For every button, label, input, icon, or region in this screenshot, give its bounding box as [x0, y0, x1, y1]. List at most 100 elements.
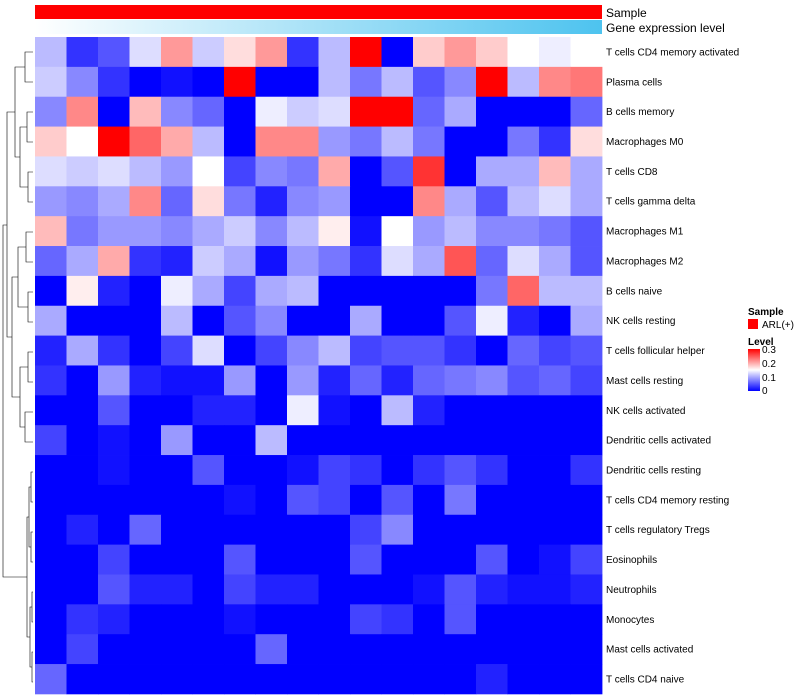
heatmap-cell [570, 425, 603, 456]
heatmap-cell [476, 544, 508, 575]
heatmap-cell [129, 365, 162, 396]
heatmap-cell [539, 365, 571, 396]
heatmap-cell [539, 425, 571, 456]
heatmap-cell [287, 514, 319, 546]
heatmap-cell [413, 96, 445, 127]
heatmap-cell [129, 664, 162, 695]
heatmap-cell [192, 484, 225, 516]
heatmap-cell [444, 246, 477, 277]
heatmap-cell [98, 305, 130, 336]
heatmap-cell [381, 455, 414, 486]
heatmap-cell [444, 544, 477, 575]
heatmap-cell [507, 514, 540, 546]
heatmap-cell [66, 604, 99, 635]
heatmap-cell [507, 395, 540, 426]
heatmap-cell [161, 186, 193, 217]
heatmap-cell [255, 96, 288, 127]
heatmap-cell [350, 275, 382, 307]
heatmap-cell [476, 574, 508, 605]
heatmap-cell [570, 514, 603, 546]
heatmap-cell [255, 574, 288, 605]
heatmap-cell [192, 365, 225, 396]
heatmap-cell [35, 544, 67, 575]
row-label: T cells regulatory Tregs [606, 525, 710, 536]
heatmap-cell [444, 634, 477, 665]
heatmap-cell [161, 246, 193, 277]
heatmap-cell [224, 455, 256, 486]
heatmap-cell [287, 634, 319, 665]
heatmap-cell [66, 425, 99, 456]
heatmap-cell [98, 544, 130, 575]
heatmap-cell [98, 275, 130, 307]
heatmap-cell [287, 365, 319, 396]
heatmap-cell [255, 246, 288, 277]
heatmap-cell [318, 37, 351, 68]
heatmap-cell [35, 66, 67, 98]
heatmap-cell [129, 156, 162, 187]
heatmap-cell [161, 604, 193, 635]
heatmap-cell [192, 574, 225, 605]
heatmap-cell [35, 246, 67, 277]
heatmap-cell [476, 604, 508, 635]
heatmap-cell [350, 246, 382, 277]
heatmap-cell [161, 305, 193, 336]
heatmap-cell [35, 335, 67, 366]
row-dendrogram [2, 51, 33, 683]
heatmap-cell [539, 37, 571, 68]
heatmap-cell [444, 335, 477, 366]
heatmap-cell [381, 634, 414, 665]
heatmap-cell [287, 544, 319, 575]
heatmap-cell [287, 455, 319, 486]
heatmap-cell [444, 156, 477, 187]
heatmap-cell [444, 484, 477, 516]
heatmap-cell [507, 216, 540, 247]
heatmap-cell [318, 246, 351, 277]
heatmap-cell [192, 455, 225, 486]
heatmap-cell [35, 275, 67, 307]
heatmap-cell [129, 246, 162, 277]
heatmap-cell [98, 186, 130, 217]
heatmap-cell [98, 425, 130, 456]
heatmap-cell [350, 604, 382, 635]
heatmap-cell [570, 484, 603, 516]
heatmap-cell [413, 37, 445, 68]
heatmap-cell [129, 634, 162, 665]
heatmap-cell [66, 664, 99, 695]
heatmap-cell [129, 425, 162, 456]
heatmap-cell [444, 216, 477, 247]
heatmap-cell [507, 574, 540, 605]
heatmap-cell [224, 126, 256, 157]
heatmap-cell [539, 275, 571, 307]
heatmap-cell [318, 126, 351, 157]
heatmap-cell [161, 156, 193, 187]
heatmap-cells [35, 37, 603, 695]
heatmap-cell [224, 156, 256, 187]
heatmap-cell [350, 96, 382, 127]
heatmap-cell [381, 66, 414, 98]
heatmap-cell [318, 425, 351, 456]
heatmap-cell [161, 514, 193, 546]
heatmap-cell [318, 156, 351, 187]
heatmap-cell [287, 186, 319, 217]
heatmap-cell [507, 275, 540, 307]
heatmap-cell [161, 484, 193, 516]
heatmap-cell [318, 544, 351, 575]
heatmap-cell [255, 544, 288, 575]
heatmap-cell [255, 395, 288, 426]
heatmap-cell [98, 126, 130, 157]
heatmap-cell [381, 514, 414, 546]
heatmap-cell [539, 634, 571, 665]
heatmap-cell [192, 335, 225, 366]
heatmap-cell [413, 604, 445, 635]
heatmap-cell [35, 37, 67, 68]
heatmap-cell [413, 216, 445, 247]
heatmap-cell [539, 126, 571, 157]
heatmap-cell [161, 275, 193, 307]
heatmap-cell [98, 96, 130, 127]
heatmap-cell [224, 514, 256, 546]
heatmap-cell [287, 425, 319, 456]
heatmap-cell [350, 365, 382, 396]
heatmap-cell [161, 365, 193, 396]
heatmap-cell [318, 96, 351, 127]
